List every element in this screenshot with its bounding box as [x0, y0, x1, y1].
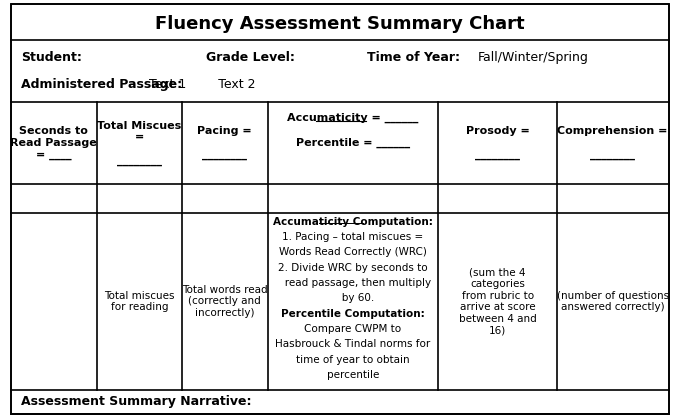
Text: 2. Divide WRC by seconds to: 2. Divide WRC by seconds to [278, 263, 428, 273]
Text: (number of questions
answered correctly): (number of questions answered correctly) [557, 291, 669, 312]
Text: time of year to obtain: time of year to obtain [296, 354, 410, 364]
Text: by 60.: by 60. [332, 293, 374, 303]
Text: Accumaticity Computation:: Accumaticity Computation: [273, 217, 433, 227]
Text: Accumaticity = ______: Accumaticity = ______ [287, 113, 419, 123]
Text: Hasbrouck & Tindal norms for: Hasbrouck & Tindal norms for [276, 339, 430, 349]
Text: Fall/Winter/Spring: Fall/Winter/Spring [477, 51, 589, 64]
Text: Time of Year:: Time of Year: [367, 51, 460, 64]
Text: Administered Passage:: Administered Passage: [21, 78, 182, 92]
Text: Student:: Student: [21, 51, 82, 64]
Text: Assessment Summary Narrative:: Assessment Summary Narrative: [21, 395, 252, 408]
Text: Fluency Assessment Summary Chart: Fluency Assessment Summary Chart [155, 15, 524, 33]
Text: Total miscues
for reading: Total miscues for reading [104, 291, 175, 312]
Text: Total words read
(correctly and
incorrectly): Total words read (correctly and incorrec… [182, 285, 267, 318]
Text: Percentile = ______: Percentile = ______ [296, 138, 410, 148]
Text: percentile: percentile [327, 370, 379, 380]
Text: Seconds to
Read Passage
= ____: Seconds to Read Passage = ____ [10, 126, 98, 160]
Text: Grade Level:: Grade Level: [206, 51, 295, 64]
Text: (sum the 4
categories
from rubric to
arrive at score
between 4 and
16): (sum the 4 categories from rubric to arr… [459, 268, 537, 335]
Text: Compare CWPM to: Compare CWPM to [304, 324, 402, 334]
Text: Pacing =

________: Pacing = ________ [198, 126, 252, 160]
Text: Words Read Correctly (WRC): Words Read Correctly (WRC) [279, 247, 427, 257]
Text: 1. Pacing – total miscues =: 1. Pacing – total miscues = [282, 232, 424, 242]
Text: Prosody =

________: Prosody = ________ [466, 126, 529, 160]
Text: read passage, then multiply: read passage, then multiply [275, 278, 431, 288]
Text: Comprehension =

________: Comprehension = ________ [557, 126, 668, 160]
Text: Text 1        Text 2: Text 1 Text 2 [149, 78, 255, 92]
Text: Percentile Computation:: Percentile Computation: [281, 308, 425, 319]
Text: Total Miscues
=

________: Total Miscues = ________ [98, 121, 181, 166]
